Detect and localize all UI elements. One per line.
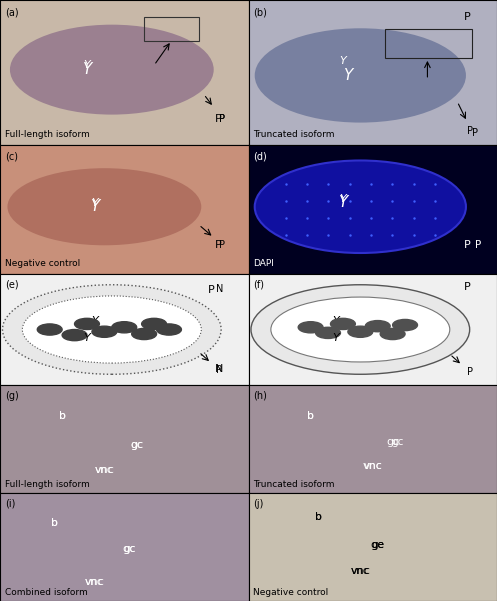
Text: Negative control: Negative control [253,588,329,597]
Text: ge: ge [371,540,384,550]
Text: P: P [464,240,471,250]
Bar [385,29,472,58]
Text: P: P [208,285,215,295]
Text: vnc: vnc [84,576,104,587]
Text: vnc: vnc [350,566,370,576]
Circle shape [393,320,417,331]
Text: Truncated isoform: Truncated isoform [253,130,335,139]
Circle shape [62,329,87,341]
Text: vnc: vnc [95,465,114,475]
Text: (b): (b) [253,7,267,17]
Text: Y: Y [338,195,347,210]
Text: b: b [59,410,66,421]
Text: b: b [59,410,66,421]
Circle shape [142,319,166,329]
Text: DAPI: DAPI [253,260,274,269]
Circle shape [112,322,137,333]
Text: Full-length isoform: Full-length isoform [5,480,90,489]
Text: Y: Y [339,194,346,204]
Circle shape [365,320,390,332]
Text: gc: gc [386,436,399,447]
Ellipse shape [7,168,201,245]
Circle shape [75,319,99,329]
Circle shape [331,319,355,329]
Text: P: P [216,365,222,375]
Circle shape [316,328,340,338]
Text: vnc: vnc [94,465,114,475]
Circle shape [298,322,323,333]
Text: b: b [307,410,314,421]
Text: vnc: vnc [363,462,383,471]
Text: vnc: vnc [85,576,104,587]
Text: gc: gc [123,545,136,554]
Text: Y: Y [83,60,90,70]
Text: vnc: vnc [363,462,382,471]
Ellipse shape [2,285,221,374]
Circle shape [132,328,157,340]
Ellipse shape [22,296,201,363]
Text: b: b [51,519,58,528]
Text: b: b [51,519,58,528]
Text: ge: ge [371,540,385,550]
Circle shape [348,326,373,337]
Text: P: P [475,240,481,250]
Bar [144,17,199,41]
Ellipse shape [10,25,214,115]
Ellipse shape [251,285,470,374]
Text: Y: Y [83,62,91,77]
Text: (e): (e) [5,279,18,289]
Text: P: P [467,367,473,377]
Text: gc: gc [131,440,143,450]
Text: Y: Y [339,56,346,66]
Text: P: P [219,114,225,124]
Text: P: P [464,282,471,292]
Text: N: N [215,364,223,374]
Text: Truncated isoform: Truncated isoform [253,480,335,489]
Circle shape [92,326,117,337]
Text: b: b [315,512,322,522]
Text: (g): (g) [5,391,19,401]
Text: P: P [215,240,222,250]
Text: b: b [315,512,322,522]
Ellipse shape [254,28,466,123]
Ellipse shape [271,297,450,362]
Text: Y: Y [343,68,352,83]
Text: Combined isoform: Combined isoform [5,588,87,597]
Circle shape [157,324,181,335]
Text: vnc: vnc [351,566,370,576]
Text: (d): (d) [253,151,267,162]
Text: P: P [467,126,473,136]
Text: gc: gc [123,545,135,554]
Text: Y: Y [90,200,99,214]
Text: (a): (a) [5,7,18,17]
Circle shape [37,324,62,335]
Text: Y: Y [332,316,339,326]
Text: Full-length isoform: Full-length isoform [5,130,90,139]
Text: N: N [216,284,224,294]
Text: P: P [464,13,471,22]
Text: Y: Y [83,334,90,343]
Text: Negative control: Negative control [5,260,80,269]
Text: (j): (j) [253,499,264,508]
Text: (f): (f) [253,279,264,289]
Text: P: P [472,129,478,138]
Text: gc: gc [130,440,143,450]
Text: P: P [219,240,225,250]
Text: Y: Y [91,198,98,208]
Text: P: P [215,114,222,124]
Text: (h): (h) [253,391,267,401]
Text: (c): (c) [5,151,18,162]
Text: Y: Y [332,334,339,343]
Ellipse shape [254,160,466,253]
Text: P: P [219,114,225,124]
Text: b: b [307,410,314,421]
Circle shape [380,328,405,340]
Text: gc: gc [392,436,404,447]
Text: (i): (i) [5,499,15,508]
Text: Y: Y [91,316,98,326]
